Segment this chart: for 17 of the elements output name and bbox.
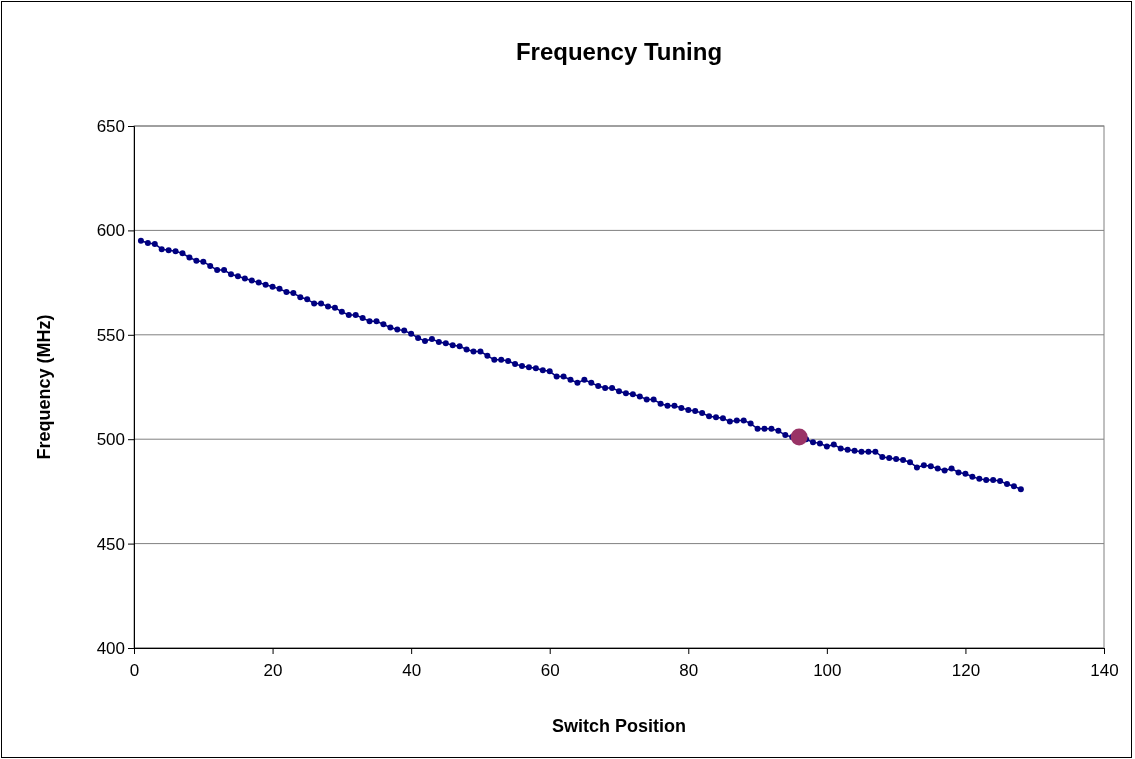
y-tick-label: 600 <box>96 221 125 241</box>
chart-title: Frequency Tuning <box>515 38 723 65</box>
y-tick-label: 500 <box>96 430 125 450</box>
y-tick-label: 650 <box>96 116 125 136</box>
x-tick-label: 80 <box>679 660 699 680</box>
x-tick-label: 20 <box>263 660 283 680</box>
x-tick-label: 60 <box>540 660 560 680</box>
x-tick-label: 40 <box>402 660 422 680</box>
y-tick-label: 450 <box>96 534 125 554</box>
x-tick-label: 100 <box>813 660 842 680</box>
x-tick-label: 0 <box>129 660 140 680</box>
y-tick-label: 550 <box>96 325 125 345</box>
x-axis-title: Switch Position <box>551 716 687 736</box>
y-axis-title: Frequency (MHz) <box>34 314 54 460</box>
x-tick-label: 140 <box>1090 660 1119 680</box>
y-tick-label: 400 <box>96 638 125 658</box>
x-tick-label: 120 <box>951 660 981 680</box>
